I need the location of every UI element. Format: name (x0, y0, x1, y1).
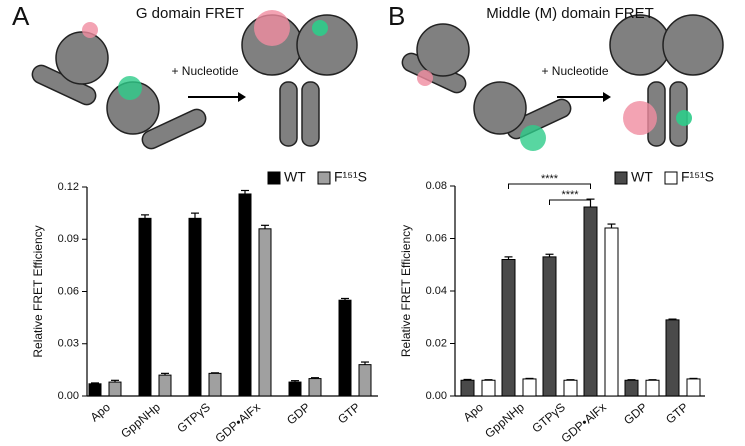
legend-swatch (614, 171, 628, 185)
y-tick-label: 0.00 (426, 390, 447, 402)
x-tick-label: GDP (621, 400, 650, 427)
x-tick-label: GDP•AlFx (212, 400, 263, 446)
bar (563, 379, 578, 397)
x-tick-label: GTPγS (529, 400, 568, 436)
y-tick-label: 0.06 (426, 232, 447, 244)
bar (158, 374, 172, 397)
diagram-a (31, 10, 358, 150)
bar (665, 319, 680, 397)
y-tick-label: 0.00 (58, 390, 79, 402)
legend-swatch (317, 171, 331, 185)
y-tick-label: 0.02 (426, 337, 447, 349)
y-tick-label: 0.08 (426, 180, 447, 192)
bar (138, 217, 152, 397)
bar (481, 379, 496, 397)
bar (460, 379, 475, 397)
bar (188, 217, 202, 397)
legend-label: F¹⁵¹S (681, 169, 714, 185)
legend-swatch (267, 171, 281, 185)
x-tick-label: GDP (284, 400, 313, 427)
bar (645, 379, 660, 397)
y-tick-label: 0.09 (58, 233, 79, 245)
bar (258, 228, 272, 397)
bar (338, 299, 352, 397)
bar (542, 256, 557, 397)
legend-swatch (664, 171, 678, 185)
y-tick-label: 0.12 (58, 181, 79, 193)
legend-label: WT (284, 169, 306, 185)
x-tick-label: GTP (663, 400, 691, 427)
diagram-b (401, 14, 724, 151)
bar (583, 206, 598, 397)
x-tick-label: Apo (461, 400, 487, 425)
y-tick-label: 0.06 (58, 285, 79, 297)
x-tick-label: GppNHp (482, 400, 527, 441)
y-axis-label: Relative FRET Efficiency (399, 225, 413, 357)
x-tick-label: GTP (335, 400, 363, 427)
bar (208, 372, 222, 397)
y-axis-label: Relative FRET Efficiency (31, 225, 45, 357)
diagram-label: + Nucleotide (171, 64, 238, 78)
x-tick-label: GppNHp (118, 400, 163, 441)
bar (308, 378, 322, 397)
bar (522, 378, 537, 397)
legend-label: F¹⁵¹S (334, 169, 367, 185)
y-tick-label: 0.03 (58, 338, 79, 350)
bar (501, 259, 516, 397)
bar (238, 193, 252, 397)
x-tick-label: GDP•AlFx (558, 400, 609, 446)
chart-title: G domain FRET (136, 5, 244, 22)
x-tick-label: Apo (88, 400, 114, 425)
bar (288, 381, 302, 397)
legend-label: WT (631, 169, 653, 185)
bar (604, 227, 619, 397)
significance-label: **** (561, 189, 579, 201)
bar (358, 364, 372, 397)
significance-bracket (508, 183, 591, 189)
bar (686, 378, 701, 397)
bar (624, 379, 639, 397)
chart-title: Middle (M) domain FRET (486, 5, 654, 22)
significance-bracket (549, 199, 591, 205)
panel-label: A (12, 1, 30, 31)
panel-label: B (388, 1, 405, 31)
diagram-label: + Nucleotide (541, 64, 608, 78)
y-tick-label: 0.04 (426, 285, 447, 297)
bar (108, 381, 122, 397)
bar (88, 383, 102, 397)
significance-label: **** (541, 173, 559, 185)
x-tick-label: GTPγS (174, 400, 213, 436)
